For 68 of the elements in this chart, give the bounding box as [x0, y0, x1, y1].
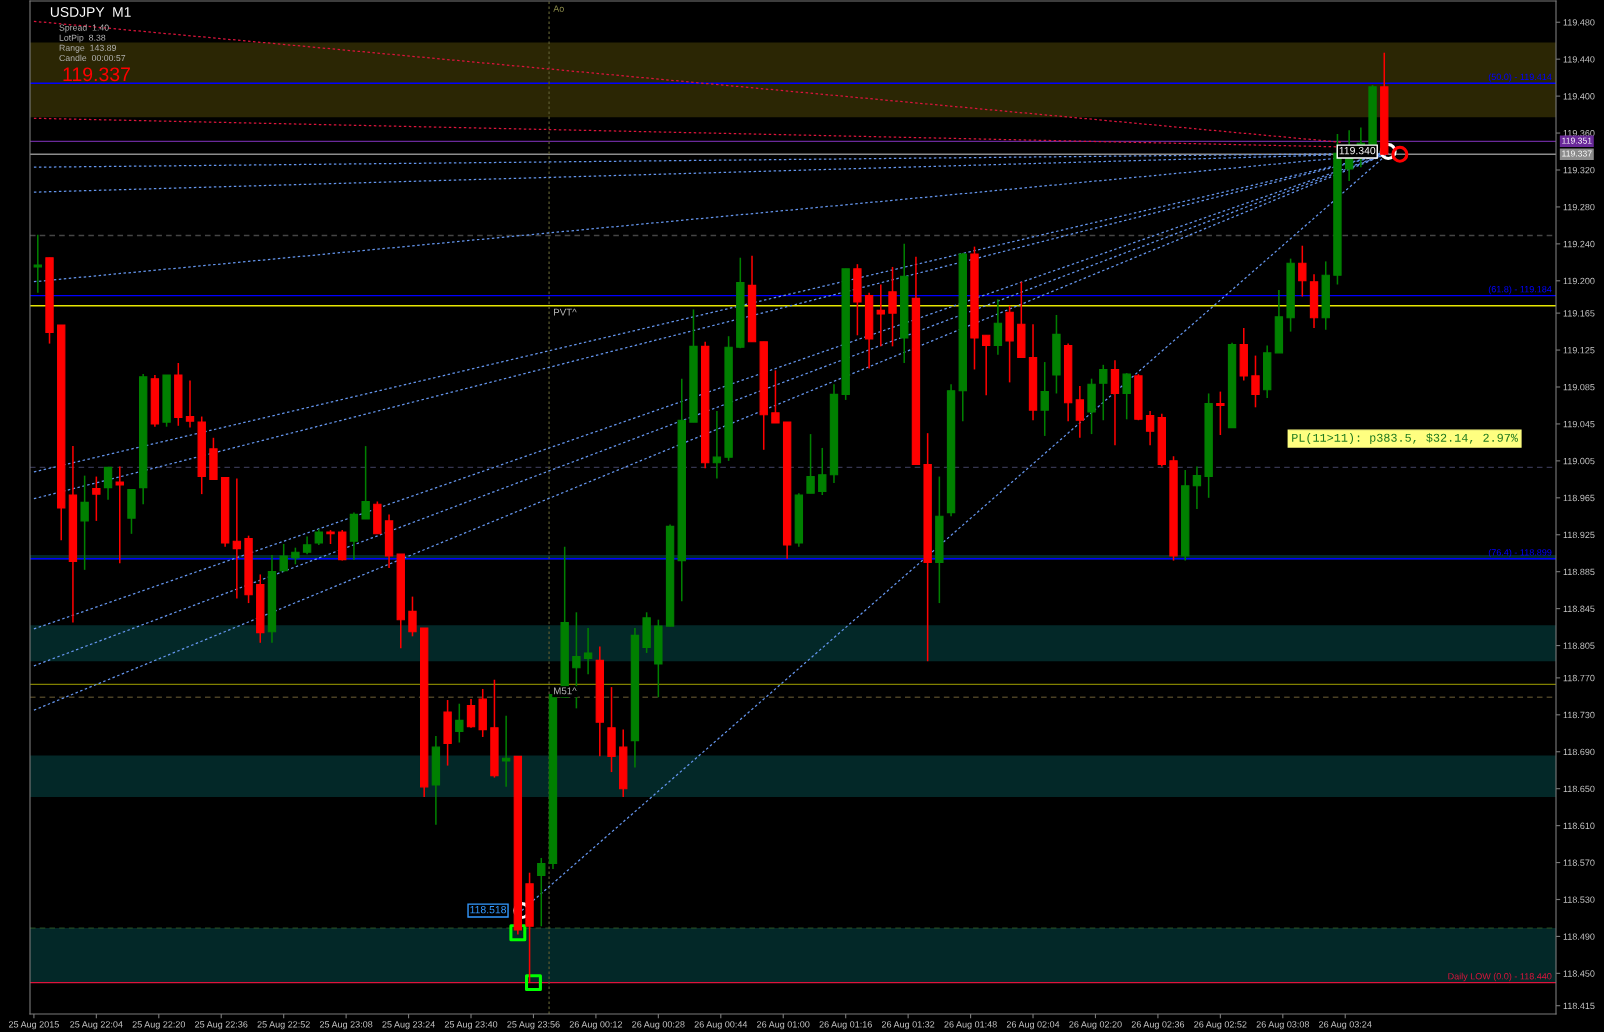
- y-tick-label: 118.530: [1563, 896, 1595, 903]
- ref-line-label: Daily LOW (0.0) - 118.440: [1448, 972, 1552, 982]
- y-tick-label: 118.965: [1563, 494, 1595, 502]
- y-tick-label: 118.805: [1563, 642, 1595, 649]
- annotation: 119.340: [1339, 146, 1376, 155]
- chart-title: USDJPY M1: [50, 7, 131, 17]
- y-tick-label: 118.610: [1563, 822, 1595, 829]
- annotation: Range 143.89: [59, 44, 116, 53]
- x-tick-label: 26 Aug 03:08: [1256, 1021, 1310, 1030]
- annotation: (50.0) - 119.414: [1488, 73, 1552, 82]
- x-tick-label: 25 Aug 23:56: [507, 1021, 560, 1030]
- annotation: 118.518: [470, 906, 507, 914]
- y-tick-label: 118.570: [1563, 859, 1595, 866]
- y-tick-label: 119.280: [1563, 203, 1595, 211]
- y-tick-label: 118.770: [1563, 674, 1595, 682]
- annotation: (61.8) - 119.184: [1488, 285, 1552, 295]
- x-tick-label: 26 Aug 00:12: [569, 1021, 623, 1030]
- y-tick-label: 119.165: [1563, 310, 1595, 317]
- x-tick-label: 26 Aug 01:48: [944, 1021, 997, 1030]
- ref-line-label: Ao: [553, 5, 564, 12]
- annotation: 119.337: [63, 67, 130, 82]
- y-tick-label: 119.480: [1563, 19, 1595, 26]
- ref-line-label: M51^: [554, 687, 577, 695]
- x-tick-label: 26 Aug 02:04: [1006, 1021, 1060, 1030]
- x-tick-label: 26 Aug 01:16: [819, 1021, 872, 1030]
- x-tick-label: 26 Aug 00:28: [632, 1021, 685, 1030]
- ref-line-label: 119.337: [1562, 150, 1592, 157]
- y-tick-label: 119.045: [1563, 420, 1595, 428]
- x-tick-label: 26 Aug 00:44: [694, 1021, 748, 1030]
- annotation: Spread 1.40: [59, 24, 109, 33]
- y-tick-label: 119.440: [1563, 56, 1595, 63]
- y-tick-label: 118.925: [1563, 531, 1595, 539]
- y-tick-label: 119.005: [1563, 457, 1595, 465]
- x-tick-label: 25 Aug 23:08: [319, 1021, 373, 1030]
- y-tick-label: 118.650: [1563, 785, 1595, 793]
- x-tick-label: 26 Aug 02:20: [1069, 1021, 1122, 1030]
- y-tick-label: 118.690: [1563, 748, 1595, 756]
- annotation: LotPip 8.38: [59, 34, 106, 43]
- ref-line-label: PVT^: [554, 308, 577, 316]
- x-tick-label: 26 Aug 02:36: [1131, 1021, 1185, 1030]
- x-tick-label: 25 Aug 22:04: [70, 1021, 123, 1030]
- y-tick-label: 119.240: [1563, 240, 1595, 248]
- y-tick-label: 118.845: [1563, 605, 1595, 612]
- x-tick-label: 25 Aug 2015: [9, 1021, 59, 1030]
- y-tick-label: 119.320: [1563, 166, 1595, 174]
- x-tick-label: 25 Aug 22:20: [132, 1021, 186, 1030]
- y-tick-label: 118.885: [1563, 568, 1595, 576]
- y-tick-label: 118.730: [1563, 711, 1595, 719]
- x-tick-label: 25 Aug 23:40: [444, 1021, 498, 1030]
- annotation: Candle 00:00:57: [59, 54, 126, 62]
- x-tick-label: 26 Aug 03:24: [1319, 1021, 1372, 1030]
- x-tick-label: 26 Aug 01:00: [757, 1021, 810, 1030]
- y-tick-label: 118.415: [1563, 1002, 1595, 1010]
- y-tick-label: 118.490: [1563, 933, 1595, 940]
- x-tick-label: 25 Aug 22:52: [257, 1021, 310, 1030]
- y-tick-label: 119.400: [1563, 93, 1595, 100]
- annotation: PL(11>11): p383.5, $32.14, 2.97%: [1292, 433, 1518, 445]
- y-tick-label: 119.360: [1563, 130, 1595, 137]
- x-tick-label: 25 Aug 23:24: [382, 1021, 435, 1030]
- x-tick-label: 26 Aug 02:52: [1194, 1021, 1247, 1030]
- y-tick-label: 119.125: [1563, 347, 1595, 354]
- x-tick-label: 26 Aug 01:32: [881, 1021, 935, 1030]
- y-tick-label: 119.085: [1563, 383, 1595, 391]
- annotation: (76.4) - 118.899: [1488, 548, 1552, 558]
- y-tick-label: 119.200: [1563, 277, 1595, 285]
- y-tick-label: 118.450: [1563, 970, 1595, 977]
- ref-line-label: 119.351: [1562, 137, 1592, 144]
- x-tick-label: 25 Aug 22:36: [195, 1021, 248, 1030]
